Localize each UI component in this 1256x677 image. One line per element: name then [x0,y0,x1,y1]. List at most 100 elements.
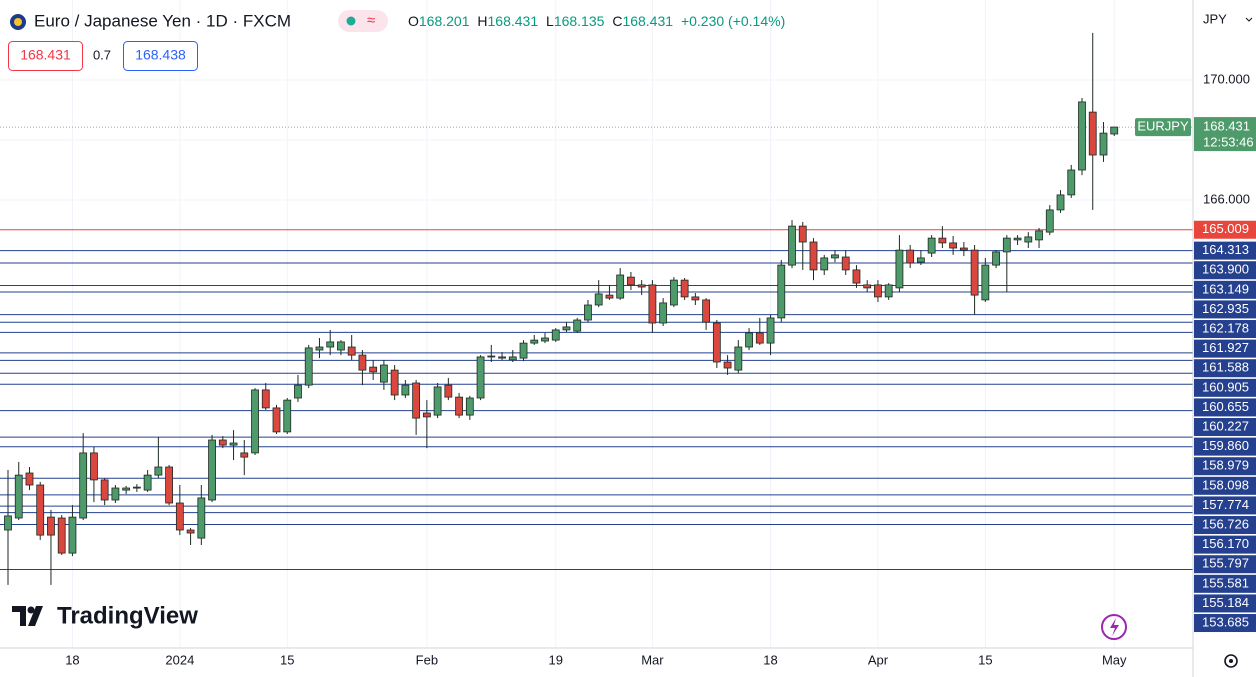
candle-body [251,389,259,454]
level-label-bg [1194,300,1256,319]
candle-body [1088,111,1097,156]
level-label: 164.313 [1202,242,1249,257]
status-dot [346,16,356,26]
candle-body [208,439,216,501]
candle-body [745,332,753,348]
candle-body [358,354,367,371]
level-label-bg [1194,261,1256,280]
level-label-bg [1194,457,1256,476]
candle-body [379,364,388,383]
candle-body [562,326,571,331]
level-label-bg [1194,574,1256,593]
symbol-tag: EURJPY [1137,119,1189,134]
level-label: 153.685 [1202,614,1249,629]
candle-body [863,284,872,289]
level-label: 158.979 [1202,458,1249,473]
candle-body [605,294,614,299]
candle-body [788,225,796,266]
level-label: 155.797 [1202,556,1249,571]
level-label: 161.927 [1202,340,1249,355]
sell-button[interactable] [8,41,83,71]
ohlc-label: L [546,13,554,29]
level-label: 157.774 [1202,497,1249,512]
level-label-bg [1194,535,1256,554]
level-label-bg [1194,594,1256,613]
level-label-bg [1194,320,1256,339]
candle-body [1067,169,1076,196]
countdown: 12:53:46 [1203,135,1254,150]
y-tick-label: 170.000 [1203,71,1250,86]
candle-body [841,256,850,271]
level-label: 160.227 [1202,418,1249,433]
candle-body [637,284,646,288]
replay-icon[interactable] [1101,614,1127,640]
currency[interactable]: JPY [1203,11,1227,26]
candle-body [25,472,34,486]
candle-body [90,452,98,481]
status-pill[interactable] [338,10,388,32]
settings-icon[interactable] [1224,654,1238,668]
candle-body [627,276,635,286]
candle-body [895,249,904,289]
candle-body [197,497,206,539]
change: +0.230 (+0.14%) [681,13,785,29]
candle-body [906,249,915,264]
candle-body [852,269,861,284]
candle-body [949,242,958,249]
candle-body [959,247,968,251]
level-label: 162.935 [1202,301,1249,316]
candle-body [111,487,120,501]
candle-body [648,284,657,324]
candle-body [422,412,431,418]
level-label-bg [1194,398,1256,417]
candle-body [294,384,302,399]
level-label-bg [1194,496,1256,515]
candle-body [917,257,925,263]
candle-body [1035,230,1043,241]
x-tick-label: Apr [868,652,889,667]
candle-body [4,515,12,531]
level-label-bg [1194,476,1256,495]
candle-body [809,241,818,271]
x-tick-label: Mar [641,652,664,667]
candle-body [337,341,345,351]
level-label-bg [1194,220,1256,239]
candle-body [326,341,335,348]
level-label-bg [1194,437,1256,456]
candle-body [433,386,442,416]
symbol-icon [14,18,22,26]
level-label-bg [1194,359,1256,378]
symbol-tag-bg [1135,118,1191,137]
candle-body [390,369,399,396]
candle-body [1078,101,1086,171]
chart-title[interactable]: Euro / Japanese Yen · 1D · FXCM [34,11,291,30]
candle-body [79,452,88,519]
candle-body [798,225,807,243]
candle-body [369,366,378,373]
ohlc-value: 168.431 [488,13,539,29]
level-label: 160.905 [1202,379,1249,394]
level-label-bg [1194,339,1256,358]
buy-price: 168.438 [135,47,186,63]
spread: 0.7 [93,47,111,62]
level-label: 162.178 [1202,320,1249,335]
candle-body [465,397,474,416]
level-label-bg [1194,555,1256,574]
candle-body [1002,237,1011,253]
candle-body [594,293,603,306]
candle-body [723,361,732,369]
candle-body [831,254,839,259]
candle-body [122,487,131,491]
ohlc-value: 168.201 [419,13,470,29]
level-label: 165.009 [1202,221,1249,236]
candle-body [777,264,786,319]
buy-button[interactable] [123,41,198,71]
ohlc-value: 168.135 [554,13,605,29]
level-label-bg [1194,418,1256,437]
axis-labels: 18202415Feb19Mar18Apr15May170.000168.000… [65,71,1256,667]
x-tick-label: 15 [978,652,992,667]
dropdown-icon[interactable] [1245,17,1253,22]
candle-body [229,442,238,446]
candle-body [401,384,410,396]
